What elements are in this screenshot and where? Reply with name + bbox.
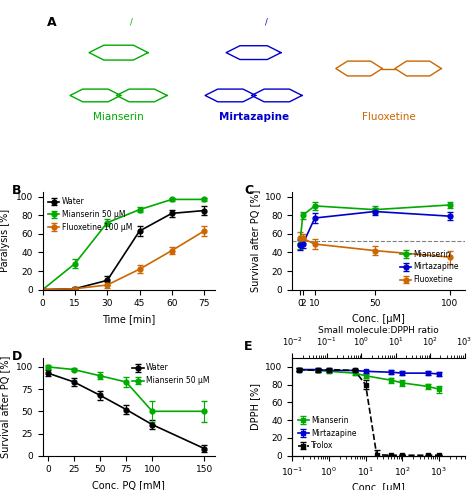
Legend: Mianserin, Mirtazapine, Trolox: Mianserin, Mirtazapine, Trolox	[296, 414, 358, 452]
Y-axis label: Paralysis [%]: Paralysis [%]	[0, 209, 10, 272]
X-axis label: Time [min]: Time [min]	[102, 314, 155, 324]
Legend: Water, Mianserin 50 μM, Fluoxetine 100 μM: Water, Mianserin 50 μM, Fluoxetine 100 μ…	[46, 196, 134, 233]
Text: /: /	[265, 18, 268, 26]
Y-axis label: DPPH [%]: DPPH [%]	[250, 383, 260, 430]
Text: Fluoxetine: Fluoxetine	[362, 112, 415, 122]
Text: A: A	[47, 16, 56, 29]
X-axis label: Conc. [μM]: Conc. [μM]	[352, 483, 405, 490]
Y-axis label: Survival after PQ [%]: Survival after PQ [%]	[0, 356, 10, 458]
Text: /: /	[130, 18, 133, 26]
Text: Mirtazapine: Mirtazapine	[219, 112, 289, 122]
X-axis label: Conc. [μM]: Conc. [μM]	[352, 314, 405, 324]
Text: D: D	[12, 350, 22, 363]
Text: E: E	[244, 341, 253, 353]
Legend: Mianserin, Mirtazapine, Fluoxetine: Mianserin, Mirtazapine, Fluoxetine	[398, 248, 461, 286]
Text: B: B	[12, 184, 21, 197]
Legend: Water, Mianserin 50 μM: Water, Mianserin 50 μM	[131, 362, 211, 387]
Text: C: C	[244, 184, 253, 197]
Y-axis label: Survival after PQ [%]: Survival after PQ [%]	[250, 190, 260, 292]
X-axis label: Small molecule:DPPH ratio: Small molecule:DPPH ratio	[318, 326, 439, 335]
Text: Mianserin: Mianserin	[93, 112, 144, 122]
X-axis label: Conc. PQ [mM]: Conc. PQ [mM]	[92, 480, 165, 490]
